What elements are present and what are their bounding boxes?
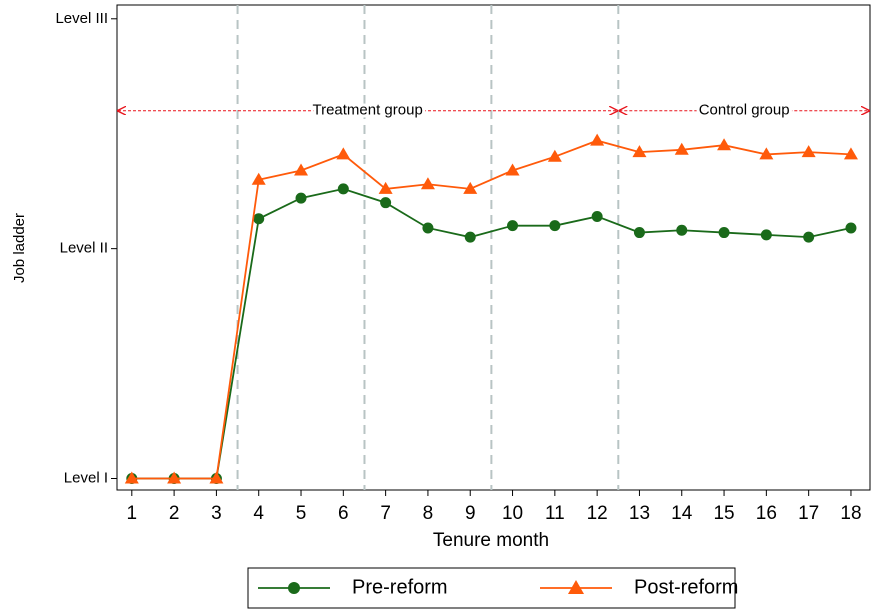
- series-line: [131, 139, 852, 480]
- circle-marker: [718, 227, 730, 239]
- circle-marker: [845, 222, 857, 234]
- annotation-text: Treatment group: [312, 102, 422, 119]
- x-tick-label: 17: [798, 503, 819, 524]
- x-tick-label: 5: [296, 503, 307, 524]
- triangle-marker: [209, 471, 224, 484]
- x-tick-label: 4: [253, 503, 264, 524]
- x-axis-label: Tenure month: [433, 530, 549, 551]
- triangle-marker: [251, 172, 266, 185]
- circle-marker: [676, 224, 688, 236]
- triangle-marker: [167, 471, 182, 484]
- x-tick-label: 12: [587, 503, 608, 524]
- legend-label: Post-reform: [634, 576, 738, 598]
- y-tick-label: Level II: [60, 240, 108, 257]
- circle-marker: [803, 231, 815, 243]
- plot-frame: [116, 4, 871, 491]
- circle-marker: [337, 183, 349, 195]
- triangle-marker: [547, 149, 562, 162]
- triangle-marker: [378, 181, 393, 194]
- triangle-marker: [420, 177, 435, 190]
- triangle-marker: [294, 163, 309, 176]
- circle-marker: [253, 213, 265, 225]
- circle-marker: [760, 229, 772, 241]
- triangle-marker: [717, 138, 732, 151]
- annotation-text: Control group: [699, 102, 790, 119]
- x-tick-label: 8: [423, 503, 434, 524]
- triangle-marker: [124, 471, 139, 484]
- y-tick-label: Level I: [64, 469, 108, 486]
- y-tick-label: Level III: [55, 10, 108, 27]
- x-tick-label: 6: [338, 503, 349, 524]
- circle-marker: [633, 227, 645, 239]
- circle-marker: [295, 192, 307, 204]
- circle-marker: [549, 220, 561, 232]
- triangle-marker: [674, 142, 689, 155]
- triangle-marker: [632, 145, 647, 158]
- series-line: [131, 187, 852, 480]
- x-tick-label: 16: [756, 503, 777, 524]
- circle-marker: [422, 222, 434, 234]
- triangle-marker: [505, 163, 520, 176]
- circle-marker: [507, 220, 519, 232]
- triangle-marker: [759, 147, 774, 160]
- legend-label: Pre-reform: [352, 576, 448, 598]
- x-tick-label: 7: [380, 503, 391, 524]
- triangle-marker: [463, 181, 478, 194]
- legend-marker: [288, 582, 300, 594]
- triangle-marker: [843, 147, 858, 160]
- circle-marker: [380, 197, 392, 209]
- x-tick-label: 9: [465, 503, 476, 524]
- triangle-marker: [336, 147, 351, 160]
- x-tick-label: 3: [211, 503, 222, 524]
- x-tick-label: 18: [840, 503, 861, 524]
- x-tick-label: 1: [127, 503, 138, 524]
- x-tick-label: 15: [713, 503, 734, 524]
- x-tick-label: 2: [169, 503, 180, 524]
- legend-marker: [568, 580, 584, 594]
- triangle-marker: [590, 133, 605, 146]
- x-tick-label: 10: [502, 503, 523, 524]
- x-tick-label: 14: [671, 503, 693, 524]
- circle-marker: [591, 210, 603, 222]
- circle-marker: [464, 231, 476, 243]
- x-tick-label: 13: [629, 503, 650, 524]
- y-axis-label: Job ladder: [11, 213, 28, 283]
- triangle-marker: [801, 145, 816, 158]
- x-tick-label: 11: [545, 503, 565, 524]
